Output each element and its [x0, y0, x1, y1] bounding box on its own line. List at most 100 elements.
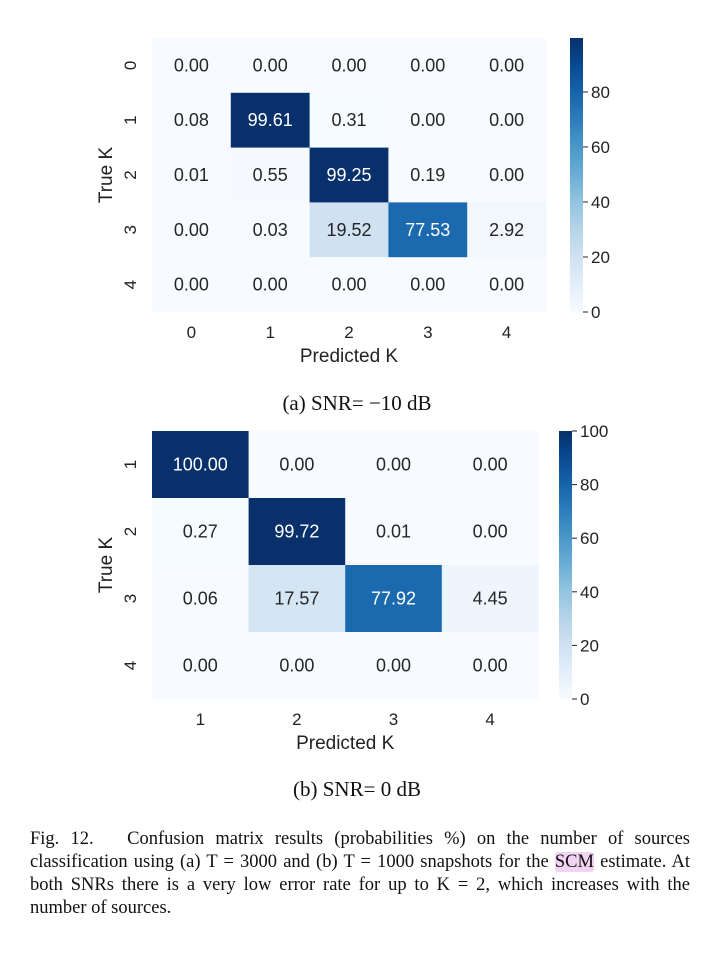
cell-value-label: 0.08: [174, 110, 209, 130]
cell-value-label: 0.00: [473, 455, 508, 475]
y-tick-label: 4: [121, 661, 140, 670]
subfigure-caption: (a) SNR= −10 dB: [282, 391, 431, 415]
heatmap-cell: [230, 202, 311, 258]
caption-label: Fig. 12.: [30, 829, 94, 849]
cell-value-label: 99.25: [326, 165, 371, 185]
cell-value-label: 0.00: [489, 275, 524, 295]
cell-value-label: 99.61: [248, 110, 293, 130]
cell-value-label: 0.00: [279, 656, 314, 676]
x-tick-label: 4: [502, 323, 511, 342]
heatmap-cell: [152, 498, 250, 566]
cell-value-label: 0.01: [174, 165, 209, 185]
heatmap-cell: [152, 92, 232, 149]
heatmap-cell: [441, 565, 539, 633]
cell-value-label: 0.27: [183, 522, 218, 542]
cell-value-label: 0.01: [376, 522, 411, 542]
cell-value-label: 0.00: [410, 275, 445, 295]
y-tick-label: 1: [121, 115, 140, 124]
heatmap-cell: [467, 92, 547, 149]
cell-value-label: 0.00: [279, 455, 314, 475]
caption-highlight: SCM: [554, 852, 594, 872]
heatmap-cell: [388, 202, 468, 258]
colorbar: [559, 431, 572, 699]
cell-value-label: 0.00: [376, 656, 411, 676]
colorbar-tick-label: 60: [580, 529, 599, 548]
cell-value-label: 0.00: [473, 656, 508, 676]
cell-value-label: 0.00: [331, 55, 366, 75]
colorbar-tick-label: 0: [580, 690, 589, 709]
heatmap-b: 1 0 0.00 0.00 0.00 0.00 0.27 99.72 0.01 0.00 0.06 1…: [96, 422, 608, 801]
colorbar: [570, 38, 583, 312]
y-tick-label: 4: [121, 280, 140, 289]
heatmap-cell: [152, 147, 232, 203]
y-tick-label: 0: [121, 61, 140, 70]
figure-caption: Fig. 12. Confusion matrix results (proba…: [30, 828, 690, 920]
colorbar-tick-label: 40: [591, 193, 610, 212]
heatmap-cell: [441, 498, 539, 566]
colorbar-tick-label: 80: [580, 476, 599, 495]
x-axis-label: Predicted K: [296, 733, 395, 754]
heatmap-cell: [248, 431, 346, 499]
figure: 0.00 0.00 0.00 0.00 0.00 0.08 99.61 0.31 0.00 0.0…: [96, 38, 610, 801]
heatmap-cell: [309, 147, 389, 203]
heatmap-cell: [309, 257, 389, 313]
y-tick-label: 1: [121, 460, 140, 469]
heatmap-a: 0.00 0.00 0.00 0.00 0.00 0.08 99.61 0.31 0.00 0.0…: [96, 38, 610, 415]
y-tick-label: 3: [121, 225, 140, 234]
cell-value-label: 0.06: [183, 589, 218, 609]
x-tick-label: 3: [389, 710, 398, 729]
cell-value-label: 0.00: [410, 55, 445, 75]
cell-value-label: 0.00: [253, 55, 288, 75]
heatmap-cell: [248, 565, 346, 633]
cell-value-label: 77.92: [371, 589, 416, 609]
heatmap-cell: [152, 38, 232, 94]
colorbar-tick-label: 40: [580, 583, 599, 602]
y-tick-label: 2: [121, 527, 140, 536]
heatmap-cell: [152, 257, 232, 313]
cell-value-label: 0.19: [410, 165, 445, 185]
colorbar-tick-label: 80: [591, 83, 610, 102]
heatmap-cell: [230, 257, 311, 313]
x-tick-label: 1: [196, 710, 205, 729]
heatmap-cell: [152, 565, 250, 633]
cell-value-label: 0.00: [489, 165, 524, 185]
heatmap-cell: [345, 632, 443, 700]
cell-value-label: 0.00: [410, 110, 445, 130]
x-tick-label: 4: [485, 710, 494, 729]
colorbar-tick-label: 20: [591, 248, 610, 267]
cell-value-label: 0.00: [174, 55, 209, 75]
heatmap-cell: [345, 498, 443, 566]
heatmap-cell: [345, 431, 443, 499]
heatmap-cell: [467, 202, 547, 258]
heatmap-cell: [230, 92, 311, 149]
cell-value-label: 0.00: [183, 656, 218, 676]
heatmap-cell: [152, 632, 250, 700]
cell-value-label: 0.31: [331, 110, 366, 130]
heatmap-cell: [441, 431, 539, 499]
heatmap-cell: [309, 38, 389, 94]
x-tick-label: 2: [292, 710, 301, 729]
heatmap-cell: [467, 147, 547, 203]
cell-value-label: 77.53: [405, 220, 450, 240]
heatmap-cell: [309, 202, 389, 258]
heatmap-cell: [152, 202, 232, 258]
heatmap-cell: [388, 92, 468, 149]
heatmap-cell: [345, 565, 443, 633]
colorbar-tick-label: 20: [580, 636, 599, 655]
heatmap-cell: [467, 38, 547, 94]
heatmap-cell: [309, 92, 389, 149]
y-tick-label: 3: [121, 594, 140, 603]
subfigure-caption: (b) SNR= 0 dB: [293, 777, 421, 801]
caption-text-after: estimate. At both SNRs there is a very l…: [30, 852, 691, 918]
caption-text-before: Confusion matrix results (probabilities …: [30, 829, 691, 872]
cell-value-label: 0.00: [331, 275, 366, 295]
heatmap-cell: [248, 632, 346, 700]
heatmap-cell: [248, 498, 346, 566]
colorbar-tick-label: 60: [591, 138, 610, 157]
cell-value-label: 99.72: [274, 522, 319, 542]
cell-value-label: 0.00: [174, 220, 209, 240]
heatmap-cell: [388, 257, 468, 313]
heatmap-cell: [441, 632, 539, 700]
x-tick-label: 2: [344, 323, 353, 342]
heatmap-cell: [388, 38, 468, 94]
